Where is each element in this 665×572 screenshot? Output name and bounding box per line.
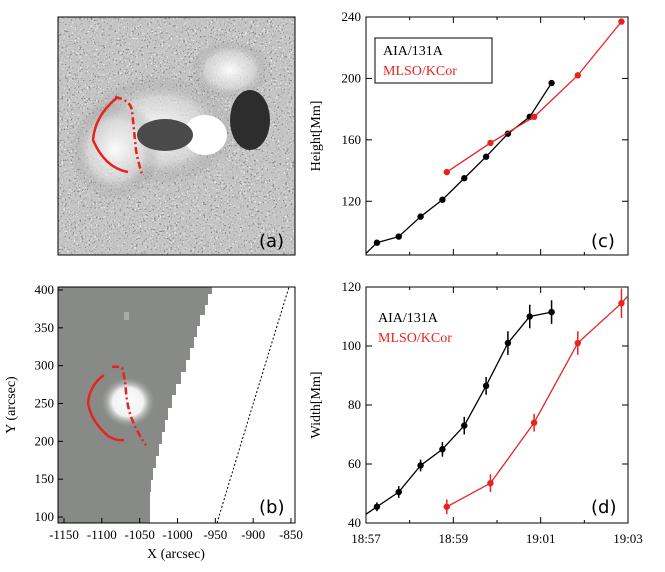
panel-d-series-aia-131a-point (504, 339, 512, 347)
panel-c-series-mlso-kcor (443, 18, 625, 176)
panel-d-ylabel: Width[Mm] (309, 371, 324, 438)
panel-c-series-mlso-kcor-point (618, 18, 625, 25)
panel-b-xtick-1100: -1100 (87, 527, 117, 542)
panel-d-series-mlso-kcor-point (530, 419, 538, 426)
panel-c: 120 160 200 240 Height[Mm] AIA/131A MLSO/KC… (309, 9, 629, 256)
panel-d-series-aia-131a-point (548, 308, 555, 316)
panel-b-front-dashed (111, 365, 147, 446)
panel-b-xtick-900: -900 (241, 527, 265, 542)
panel-c-series-mlso-kcor-point (574, 72, 581, 79)
panel-d-series-aia-131a-point (417, 462, 424, 469)
panel-c-series-aia-131a-point (439, 196, 446, 203)
panel-b-ylabel: Y (arcsec) (4, 376, 19, 434)
panel-d-frame (365, 286, 629, 524)
panel-b-bright-blob (100, 376, 156, 428)
panel-c-series-mlso-kcor-point (487, 139, 494, 147)
panel-b-xlabel: X (arcsec) (147, 547, 205, 562)
panel-c-series-aia-131a-point (548, 79, 555, 87)
panel-c-ytick-160: 160 (342, 132, 362, 147)
panel-c-ticks: 120 160 200 240 (342, 9, 629, 255)
panel-c-series-mlso-kcor-point (443, 168, 450, 176)
panel-d-ytick-100: 100 (342, 338, 362, 353)
panel-b-xticks: -1150 -1100 -1050 -1000 -950 -900 -850 (49, 518, 303, 542)
panel-d-series-aia-131a (365, 300, 555, 515)
panel-d-xtick-19-03: 19:03 (613, 531, 643, 546)
panel-d-series-mlso-kcor (443, 288, 629, 515)
panel-d-series-aia-131a-point (395, 488, 402, 496)
panel-b-ytick-200: 200 (35, 433, 55, 448)
panel-d-xtick-19-01: 19:01 (526, 531, 556, 546)
panel-b-ytick-350: 350 (35, 320, 55, 335)
panel-d-legend-kcor: MLSO/KCor (378, 331, 452, 346)
panel-d-ytick-80: 80 (348, 397, 361, 412)
panel-b-front-solid (86, 373, 125, 442)
panel-c-series-aia-131a-point (482, 153, 490, 160)
panel-d: 40 60 80 100 120 18:57 18:59 19:01 19:03 Width[M… (309, 279, 643, 546)
panel-b: -1150 -1100 -1050 -1000 -950 -900 -850 100 150 2… (4, 282, 303, 562)
panel-c-legend-aia: AIA/131A (383, 44, 444, 59)
panel-a-image (58, 17, 295, 255)
panel-d-series-mlso-kcor-point (574, 339, 581, 347)
panel-d-ytick-120: 120 (342, 279, 362, 294)
panel-d-series-aia-131a-point (526, 313, 533, 320)
panel-d-series-aia-131a-point (482, 382, 490, 390)
panel-c-legend (374, 37, 493, 84)
panel-d-series-aia-131a-point (439, 446, 446, 453)
panel-b-xtick-950: -950 (203, 527, 227, 542)
panel-a: (a) (57, 16, 296, 256)
panel-d-ticks: 40 60 80 100 120 18:57 18:59 19:01 19:03 (342, 279, 643, 546)
panel-b-xtick-1150: -1150 (49, 527, 79, 542)
panel-d-letter: (d) (591, 497, 616, 518)
panel-c-series (365, 18, 625, 254)
panel-d-legend-aia: AIA/131A (378, 311, 439, 326)
panel-d-series-mlso-kcor-point (487, 479, 494, 487)
panel-b-limb-line (216, 287, 290, 523)
panel-d-series (365, 288, 629, 515)
panel-d-series-mlso-kcor-point (618, 300, 625, 307)
panel-d-series-aia-131a-point (373, 503, 381, 510)
panel-b-xtick-1000: -1000 (162, 527, 192, 542)
panel-b-xtick-1050: -1050 (124, 527, 154, 542)
panel-d-xtick-18-59: 18:59 (439, 531, 469, 546)
panel-b-ytick-250: 250 (35, 396, 55, 411)
panel-c-series-aia-131a-point (373, 239, 381, 246)
panel-c-ylabel: Height[Mm] (309, 101, 324, 172)
panel-b-xtick-850: -850 (279, 527, 303, 542)
panel-c-letter: (c) (591, 231, 615, 252)
panel-a-front-dashed (114, 95, 144, 175)
panel-c-ytick-240: 240 (342, 9, 362, 24)
panel-c-legend-kcor: MLSO/KCor (383, 64, 457, 79)
panel-c-ytick-200: 200 (342, 70, 362, 85)
panel-c-series-aia-131a-point (395, 233, 402, 240)
panel-d-series-aia-131a-point (461, 422, 468, 429)
panel-d-series-aia-131a-line (365, 311, 552, 515)
panel-d-ytick-60: 60 (348, 456, 361, 471)
panel-b-ytick-300: 300 (35, 358, 55, 373)
panel-b-letter: (b) (259, 497, 284, 518)
panel-b-yticks: 100 150 200 250 300 350 400 (35, 282, 63, 524)
panel-d-xtick-18-57: 18:57 (351, 531, 381, 546)
panel-c-series-aia-131a-point (461, 175, 468, 182)
panel-b-ytick-100: 100 (35, 509, 55, 524)
panel-c-series-aia-131a-point (417, 213, 424, 220)
panel-a-front-solid (91, 96, 129, 174)
panel-c-ytick-120: 120 (342, 193, 362, 208)
panel-b-ytick-400: 400 (35, 282, 55, 297)
panel-d-ytick-40: 40 (348, 515, 361, 530)
panel-c-series-mlso-kcor-point (530, 113, 538, 121)
panel-a-letter: (a) (259, 231, 284, 252)
panel-b-ytick-150: 150 (35, 471, 55, 486)
panel-d-series-mlso-kcor-point (443, 503, 450, 510)
